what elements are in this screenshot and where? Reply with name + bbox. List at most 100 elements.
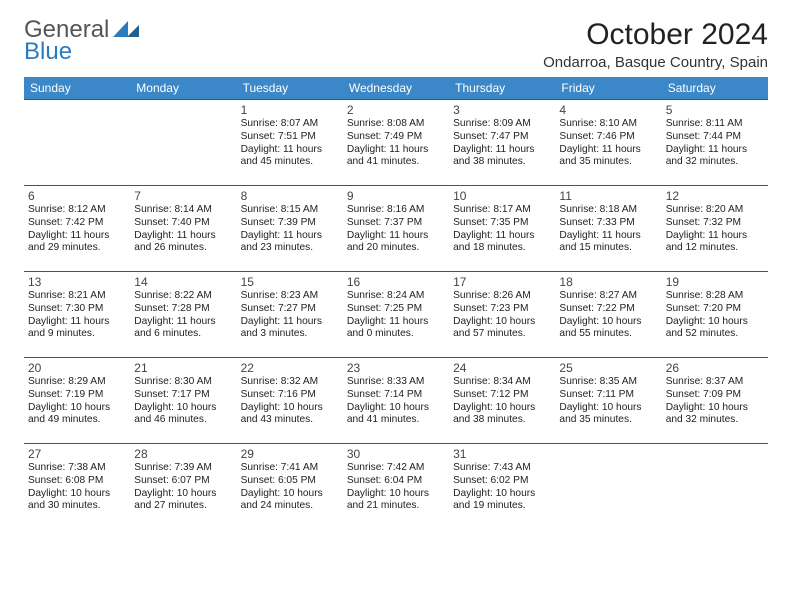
day-number: 16 [347, 275, 445, 289]
day-number: 4 [559, 103, 657, 117]
day-cell: 18Sunrise: 8:27 AMSunset: 7:22 PMDayligh… [555, 272, 661, 358]
header: General Blue October 2024 Ondarroa, Basq… [24, 18, 768, 71]
day-cell: 27Sunrise: 7:38 AMSunset: 6:08 PMDayligh… [24, 444, 130, 530]
day-cell: 10Sunrise: 8:17 AMSunset: 7:35 PMDayligh… [449, 186, 555, 272]
day-number: 29 [241, 447, 339, 461]
day-details: Sunrise: 8:22 AMSunset: 7:28 PMDaylight:… [134, 290, 232, 341]
day-number: 18 [559, 275, 657, 289]
day-number: 7 [134, 189, 232, 203]
day-number: 27 [28, 447, 126, 461]
day-number: 24 [453, 361, 551, 375]
day-number: 9 [347, 189, 445, 203]
day-details: Sunrise: 8:33 AMSunset: 7:14 PMDaylight:… [347, 376, 445, 427]
day-number: 1 [241, 103, 339, 117]
day-details: Sunrise: 8:08 AMSunset: 7:49 PMDaylight:… [347, 118, 445, 169]
day-details: Sunrise: 7:39 AMSunset: 6:07 PMDaylight:… [134, 462, 232, 513]
empty-cell [24, 100, 130, 186]
day-cell: 6Sunrise: 8:12 AMSunset: 7:42 PMDaylight… [24, 186, 130, 272]
day-details: Sunrise: 8:09 AMSunset: 7:47 PMDaylight:… [453, 118, 551, 169]
day-number: 11 [559, 189, 657, 203]
day-cell: 28Sunrise: 7:39 AMSunset: 6:07 PMDayligh… [130, 444, 236, 530]
day-details: Sunrise: 8:24 AMSunset: 7:25 PMDaylight:… [347, 290, 445, 341]
day-details: Sunrise: 8:32 AMSunset: 7:16 PMDaylight:… [241, 376, 339, 427]
brand-triangle-icon [113, 21, 139, 43]
day-header-saturday: Saturday [662, 77, 768, 100]
day-cell: 2Sunrise: 8:08 AMSunset: 7:49 PMDaylight… [343, 100, 449, 186]
brand-logo: General Blue [24, 18, 139, 64]
day-cell: 25Sunrise: 8:35 AMSunset: 7:11 PMDayligh… [555, 358, 661, 444]
day-number: 5 [666, 103, 764, 117]
day-details: Sunrise: 8:34 AMSunset: 7:12 PMDaylight:… [453, 376, 551, 427]
day-details: Sunrise: 8:11 AMSunset: 7:44 PMDaylight:… [666, 118, 764, 169]
day-details: Sunrise: 8:15 AMSunset: 7:39 PMDaylight:… [241, 204, 339, 255]
empty-cell [555, 444, 661, 530]
day-details: Sunrise: 8:20 AMSunset: 7:32 PMDaylight:… [666, 204, 764, 255]
day-details: Sunrise: 8:18 AMSunset: 7:33 PMDaylight:… [559, 204, 657, 255]
day-number: 25 [559, 361, 657, 375]
day-cell: 17Sunrise: 8:26 AMSunset: 7:23 PMDayligh… [449, 272, 555, 358]
week-row: 6Sunrise: 8:12 AMSunset: 7:42 PMDaylight… [24, 186, 768, 272]
day-cell: 1Sunrise: 8:07 AMSunset: 7:51 PMDaylight… [237, 100, 343, 186]
day-number: 28 [134, 447, 232, 461]
day-cell: 24Sunrise: 8:34 AMSunset: 7:12 PMDayligh… [449, 358, 555, 444]
day-number: 17 [453, 275, 551, 289]
day-cell: 29Sunrise: 7:41 AMSunset: 6:05 PMDayligh… [237, 444, 343, 530]
day-details: Sunrise: 7:42 AMSunset: 6:04 PMDaylight:… [347, 462, 445, 513]
day-header-tuesday: Tuesday [237, 77, 343, 100]
day-details: Sunrise: 8:35 AMSunset: 7:11 PMDaylight:… [559, 376, 657, 427]
day-cell: 30Sunrise: 7:42 AMSunset: 6:04 PMDayligh… [343, 444, 449, 530]
empty-cell [130, 100, 236, 186]
day-cell: 9Sunrise: 8:16 AMSunset: 7:37 PMDaylight… [343, 186, 449, 272]
day-number: 8 [241, 189, 339, 203]
day-details: Sunrise: 8:17 AMSunset: 7:35 PMDaylight:… [453, 204, 551, 255]
day-cell: 16Sunrise: 8:24 AMSunset: 7:25 PMDayligh… [343, 272, 449, 358]
day-cell: 13Sunrise: 8:21 AMSunset: 7:30 PMDayligh… [24, 272, 130, 358]
day-cell: 4Sunrise: 8:10 AMSunset: 7:46 PMDaylight… [555, 100, 661, 186]
day-details: Sunrise: 8:27 AMSunset: 7:22 PMDaylight:… [559, 290, 657, 341]
day-details: Sunrise: 8:26 AMSunset: 7:23 PMDaylight:… [453, 290, 551, 341]
week-row: 20Sunrise: 8:29 AMSunset: 7:19 PMDayligh… [24, 358, 768, 444]
day-number: 13 [28, 275, 126, 289]
day-cell: 8Sunrise: 8:15 AMSunset: 7:39 PMDaylight… [237, 186, 343, 272]
day-cell: 21Sunrise: 8:30 AMSunset: 7:17 PMDayligh… [130, 358, 236, 444]
day-details: Sunrise: 8:23 AMSunset: 7:27 PMDaylight:… [241, 290, 339, 341]
title-block: October 2024 Ondarroa, Basque Country, S… [543, 18, 768, 71]
day-cell: 11Sunrise: 8:18 AMSunset: 7:33 PMDayligh… [555, 186, 661, 272]
week-row: 1Sunrise: 8:07 AMSunset: 7:51 PMDaylight… [24, 100, 768, 186]
day-number: 6 [28, 189, 126, 203]
location-text: Ondarroa, Basque Country, Spain [543, 54, 768, 71]
day-details: Sunrise: 8:14 AMSunset: 7:40 PMDaylight:… [134, 204, 232, 255]
day-number: 22 [241, 361, 339, 375]
day-number: 14 [134, 275, 232, 289]
day-number: 10 [453, 189, 551, 203]
day-details: Sunrise: 8:37 AMSunset: 7:09 PMDaylight:… [666, 376, 764, 427]
day-details: Sunrise: 7:38 AMSunset: 6:08 PMDaylight:… [28, 462, 126, 513]
day-details: Sunrise: 8:28 AMSunset: 7:20 PMDaylight:… [666, 290, 764, 341]
brand-text: General Blue [24, 18, 109, 64]
day-header-sunday: Sunday [24, 77, 130, 100]
day-header-monday: Monday [130, 77, 236, 100]
day-cell: 26Sunrise: 8:37 AMSunset: 7:09 PMDayligh… [662, 358, 768, 444]
day-details: Sunrise: 8:10 AMSunset: 7:46 PMDaylight:… [559, 118, 657, 169]
day-details: Sunrise: 8:30 AMSunset: 7:17 PMDaylight:… [134, 376, 232, 427]
month-title: October 2024 [543, 18, 768, 52]
day-details: Sunrise: 8:21 AMSunset: 7:30 PMDaylight:… [28, 290, 126, 341]
day-number: 19 [666, 275, 764, 289]
day-cell: 14Sunrise: 8:22 AMSunset: 7:28 PMDayligh… [130, 272, 236, 358]
day-cell: 20Sunrise: 8:29 AMSunset: 7:19 PMDayligh… [24, 358, 130, 444]
week-row: 13Sunrise: 8:21 AMSunset: 7:30 PMDayligh… [24, 272, 768, 358]
day-cell: 22Sunrise: 8:32 AMSunset: 7:16 PMDayligh… [237, 358, 343, 444]
day-cell: 7Sunrise: 8:14 AMSunset: 7:40 PMDaylight… [130, 186, 236, 272]
empty-cell [662, 444, 768, 530]
day-cell: 3Sunrise: 8:09 AMSunset: 7:47 PMDaylight… [449, 100, 555, 186]
day-number: 15 [241, 275, 339, 289]
week-row: 27Sunrise: 7:38 AMSunset: 6:08 PMDayligh… [24, 444, 768, 530]
day-cell: 23Sunrise: 8:33 AMSunset: 7:14 PMDayligh… [343, 358, 449, 444]
day-cell: 5Sunrise: 8:11 AMSunset: 7:44 PMDaylight… [662, 100, 768, 186]
day-cell: 12Sunrise: 8:20 AMSunset: 7:32 PMDayligh… [662, 186, 768, 272]
day-number: 2 [347, 103, 445, 117]
day-cell: 31Sunrise: 7:43 AMSunset: 6:02 PMDayligh… [449, 444, 555, 530]
day-details: Sunrise: 8:16 AMSunset: 7:37 PMDaylight:… [347, 204, 445, 255]
day-number: 30 [347, 447, 445, 461]
day-cell: 15Sunrise: 8:23 AMSunset: 7:27 PMDayligh… [237, 272, 343, 358]
